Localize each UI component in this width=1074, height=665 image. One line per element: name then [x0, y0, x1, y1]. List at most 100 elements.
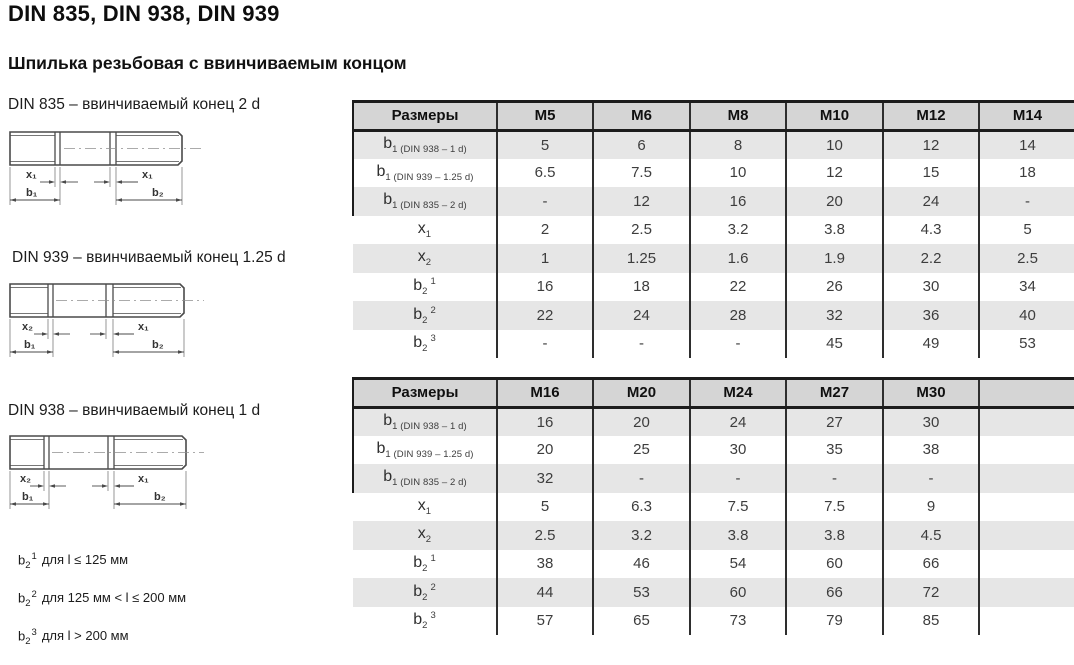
value-cell: 14	[979, 130, 1074, 159]
value-cell: 30	[883, 407, 980, 436]
column-header: M27	[786, 378, 884, 409]
table-row: b23- - -45 49 53	[353, 329, 1074, 358]
value-cell: 12	[883, 130, 980, 159]
value-cell: 44	[497, 578, 594, 607]
column-header: M8	[690, 101, 787, 132]
value-cell: 8	[690, 130, 787, 159]
column-header: M14	[979, 101, 1074, 132]
value-cell: 1.6	[690, 244, 787, 273]
value-cell: 12	[786, 158, 884, 187]
value-cell: 2.5	[979, 244, 1074, 273]
size-table-m5-m14: Размеры M5 M6 M8 M10 M12 M14 b1 (DIN 938 – 1 d)…	[352, 100, 1074, 358]
table-row: x1 2 2.5 3.2 3.8 4.3 5	[353, 215, 1074, 244]
column-header: M30	[883, 378, 980, 409]
value-cell: 7.5	[786, 492, 884, 521]
value-cell: 40	[979, 301, 1074, 330]
value-cell: 4.5	[883, 521, 980, 550]
value-cell: 38	[497, 549, 594, 578]
column-header: M20	[593, 378, 691, 409]
value-cell: 3.2	[690, 215, 787, 244]
value-cell: 73	[690, 606, 787, 635]
value-cell: 5	[497, 130, 594, 159]
value-cell: 66	[883, 549, 980, 578]
row-label: b22	[353, 301, 498, 330]
row-label: b21	[353, 549, 498, 578]
value-cell: 18	[1019, 164, 1036, 182]
row-label: x1	[353, 492, 498, 521]
header-row: Размеры M16 M20 M24 M27 M30	[352, 378, 1074, 409]
size-table: Размеры M5 M6 M8 M10 M12 M14 b1 (DIN 938 – 1 d)…	[352, 100, 1074, 358]
value-cell: -	[497, 329, 594, 358]
value-cell: -	[690, 464, 787, 493]
value-cell: 2.2	[883, 244, 980, 273]
value-cell: 60	[690, 578, 787, 607]
dim-label-x-right: x₁	[138, 473, 149, 485]
dim-label-b-right: b₂	[154, 491, 166, 503]
value-cell: 6.3	[593, 492, 691, 521]
value-cell	[979, 493, 1074, 522]
value-cell: 16	[690, 187, 787, 216]
column-header: M24	[690, 378, 787, 409]
footnote: b21 для l ≤ 125 мм	[18, 551, 129, 571]
value-cell: 4.3	[883, 215, 980, 244]
table-row: x2 1 1.25 1.6 1.9 2.2 2.5	[353, 244, 1074, 273]
value-cell: 7.5	[690, 492, 787, 521]
value-cell: 20	[497, 435, 594, 464]
footnote: b23 для l > 200 мм	[18, 626, 129, 647]
diagram-caption-din835: DIN 835 – ввинчиваемый конец 2 d	[8, 96, 261, 113]
dim-label-x-left: x₁	[26, 169, 37, 181]
value-cell: 57	[497, 606, 594, 635]
value-cell: -	[690, 329, 787, 358]
value-cell: 72	[883, 578, 980, 607]
diagram-caption-din938: DIN 938 – ввинчиваемый конец 1 d	[8, 402, 261, 419]
value-cell: 32	[786, 301, 884, 330]
table-row: b1 (DIN 939 – 1.25 d) 6.5 7.5 10 12 15 18	[352, 158, 1074, 187]
column-header: M12	[883, 101, 980, 132]
value-cell: 28	[690, 301, 787, 330]
row-label: x2	[353, 521, 498, 550]
value-cell: 32	[497, 464, 594, 493]
value-cell: 22	[497, 301, 594, 330]
spec-page: DIN 835, DIN 938, DIN 939 Шпилька резьбо…	[8, 1, 1074, 647]
value-cell: 24	[690, 407, 787, 436]
din835-stud-drawing: x₁ x₁ b₁ b₂	[9, 131, 204, 205]
value-cell	[979, 407, 1074, 436]
value-cell: 36	[883, 301, 980, 330]
page-title: DIN 835, DIN 938, DIN 939	[8, 1, 280, 26]
table-row: b22 44 53 60 66 72	[353, 578, 1074, 607]
stud-body	[9, 283, 204, 318]
header-row: Размеры M5 M6 M8 M10 M12 M14	[352, 101, 1074, 132]
extension-lines	[9, 471, 187, 509]
value-cell: 34	[1019, 278, 1036, 296]
value-cell: 6	[593, 130, 691, 159]
value-cell: 2.5	[593, 215, 691, 244]
value-cell: 65	[593, 606, 691, 635]
value-cell: 35	[786, 435, 884, 464]
value-cell: 7.5	[593, 158, 691, 187]
value-cell: 1	[497, 244, 594, 273]
value-cell: 53	[593, 578, 691, 607]
value-cell: 60	[786, 549, 884, 578]
row-label: x1	[353, 215, 498, 244]
row-label: b1 (DIN 938 – 1 d)	[352, 407, 498, 436]
value-cell: 5	[1023, 221, 1032, 239]
value-cell: 38	[883, 435, 980, 464]
dim-label-b-right: b₂	[152, 339, 164, 351]
value-cell: 54	[690, 549, 787, 578]
value-cell: 24	[593, 301, 691, 330]
value-cell: 6.5	[497, 158, 594, 187]
table-row: x1 5 6.3 7.5 7.5 9	[353, 492, 1074, 522]
value-cell: 49	[883, 329, 980, 358]
dim-label-x-right: x₁	[138, 321, 149, 333]
value-cell: -	[883, 464, 980, 493]
dim-label-x-left: x₂	[22, 321, 33, 333]
dim-label-b-left: b₁	[26, 187, 38, 199]
value-cell: 26	[786, 272, 884, 301]
value-cell: -	[593, 464, 691, 493]
footnotes: b21 для l ≤ 125 мм b22 для 125 мм < l ≤ 200…	[18, 551, 186, 665]
row-label: b1 (DIN 939 – 1.25 d)	[352, 158, 498, 187]
table-row: b1 (DIN 835 – 2 d) -12 16 20 24-	[352, 187, 1074, 216]
value-cell: 1.9	[786, 244, 884, 273]
dim-label-x-right: x₁	[142, 169, 153, 181]
row-label: b1 (DIN 938 – 1 d)	[352, 130, 498, 159]
